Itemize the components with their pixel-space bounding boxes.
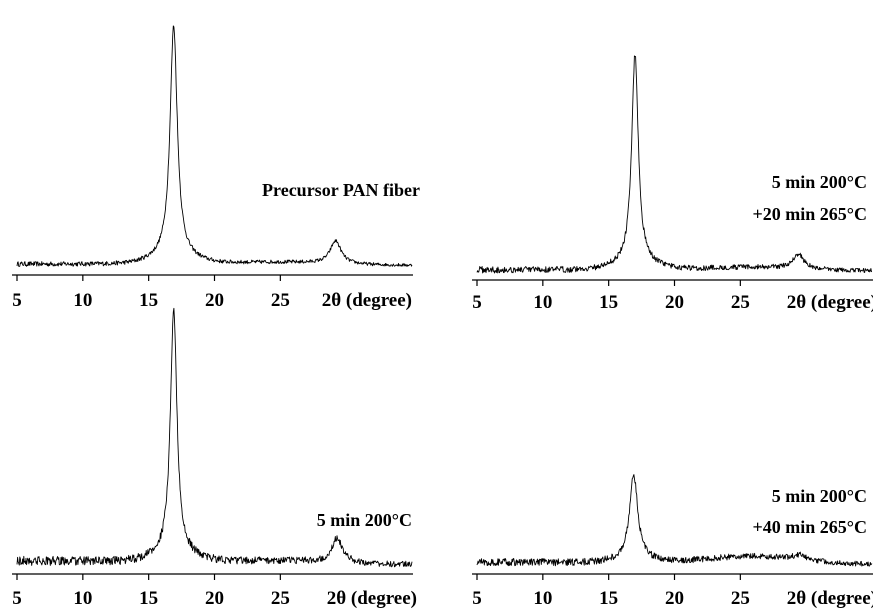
- x-axis-title: 2θ (degree): [322, 290, 412, 311]
- sample-annotation: +40 min 265°C: [753, 517, 867, 537]
- x-tick-label: 5: [472, 588, 482, 609]
- xrd-pattern-svg: 5 10 15 20 25 2θ (degree) 5 min 200°C: [12, 307, 417, 609]
- panel-40min-265c: 5 10 15 20 25 2θ (degree) 5 min 200°C +40 min 2…: [472, 302, 873, 609]
- x-tick-label: 15: [599, 588, 618, 609]
- x-tick-label: 5: [12, 290, 22, 311]
- panel-precursor: 5 10 15 20 25 2θ (degree) Precursor PAN fiber: [12, 8, 420, 311]
- x-tick-label: 25: [271, 588, 290, 609]
- x-tick-label: 20: [665, 588, 684, 609]
- sample-annotation: 5 min 200°C: [772, 486, 867, 506]
- xrd-pattern-svg: 5 10 15 20 25 2θ (degree) 5 min 200°C +40 min 2…: [472, 474, 873, 609]
- x-tick-label: 5: [12, 588, 22, 609]
- x-tick-label: 10: [73, 290, 92, 311]
- xrd-pattern-svg: 5 10 15 20 25 2θ (degree) Precursor PAN fiber: [12, 25, 420, 311]
- xrd-pattern-svg: 5 10 15 20 25 2θ (degree) 5 min 200°C +20 min 2…: [472, 55, 873, 313]
- xrd-trace-line: [16, 25, 413, 267]
- x-tick-label: 20: [665, 292, 684, 313]
- x-tick-label: 15: [139, 290, 158, 311]
- sample-annotation: 5 min 200°C: [317, 510, 412, 530]
- x-tick-label: 25: [271, 290, 290, 311]
- x-tick-label: 20: [205, 290, 224, 311]
- panel-5min-200c: 5 10 15 20 25 2θ (degree) 5 min 200°C: [12, 302, 417, 609]
- x-tick-label: 15: [139, 588, 158, 609]
- x-tick-label: 20: [205, 588, 224, 609]
- sample-annotation: +20 min 265°C: [753, 204, 867, 224]
- panel-20min-265c: 5 10 15 20 25 2θ (degree) 5 min 200°C +20 min 2…: [472, 8, 873, 313]
- xrd-trace-line: [476, 474, 873, 567]
- x-tick-label: 25: [731, 292, 750, 313]
- x-tick-label: 25: [731, 588, 750, 609]
- x-tick-label: 10: [533, 588, 552, 609]
- sample-annotation: Precursor PAN fiber: [262, 180, 420, 200]
- xrd-trace-line: [16, 307, 413, 568]
- x-tick-label: 5: [472, 292, 482, 313]
- xrd-trace-line: [476, 55, 873, 274]
- x-tick-label: 15: [599, 292, 618, 313]
- x-axis-title: 2θ (degree): [327, 588, 417, 609]
- x-tick-label: 10: [73, 588, 92, 609]
- x-tick-label: 10: [533, 292, 552, 313]
- x-axis-title: 2θ (degree): [787, 588, 873, 609]
- x-axis-title: 2θ (degree): [787, 292, 873, 313]
- sample-annotation: 5 min 200°C: [772, 172, 867, 192]
